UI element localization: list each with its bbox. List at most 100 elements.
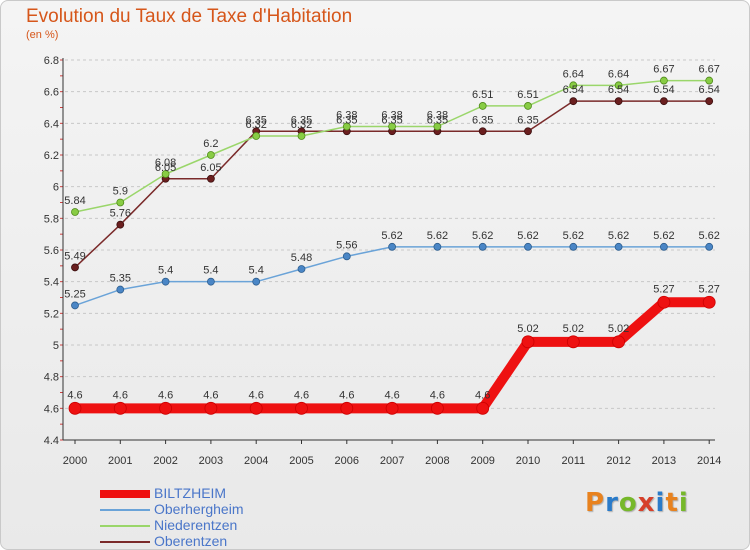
data-label: 4.6 xyxy=(430,389,445,401)
y-tick-label: 5 xyxy=(53,340,59,352)
data-point xyxy=(71,301,79,310)
chart-subtitle: (en %) xyxy=(26,29,59,41)
data-label: 5.4 xyxy=(249,265,264,277)
data-label: 6.32 xyxy=(291,119,312,131)
data-label: 6.38 xyxy=(427,110,448,122)
data-label: 6.2 xyxy=(203,138,218,150)
data-label: 5.62 xyxy=(517,230,538,242)
x-tick-label: 2014 xyxy=(697,455,721,467)
data-point xyxy=(430,401,444,415)
y-tick-label: 6.8 xyxy=(44,55,59,67)
legend-swatch xyxy=(100,541,150,543)
data-point xyxy=(161,170,170,178)
data-label: 4.6 xyxy=(113,389,128,401)
x-tick-label: 2007 xyxy=(380,455,404,467)
logo-letter: o xyxy=(618,488,638,518)
y-tick-label: 5.2 xyxy=(44,308,59,320)
data-point xyxy=(478,127,487,136)
x-tick-label: 2005 xyxy=(289,455,313,467)
x-tick-label: 2009 xyxy=(470,455,494,467)
legend-label: Oberentzen xyxy=(154,533,228,549)
x-tick-label: 2012 xyxy=(606,455,630,467)
data-point xyxy=(705,242,714,251)
data-point xyxy=(388,242,397,251)
data-point xyxy=(702,295,716,309)
series-layer xyxy=(68,76,716,415)
data-point xyxy=(569,81,578,90)
x-tick-label: 2006 xyxy=(335,455,359,467)
data-point xyxy=(660,242,668,251)
data-label: 5.62 xyxy=(381,230,402,242)
data-point xyxy=(342,122,351,131)
data-point xyxy=(524,127,532,136)
data-label: 5.25 xyxy=(64,288,85,300)
y-tick-label: 6 xyxy=(53,182,59,194)
data-label: 5.4 xyxy=(203,265,218,277)
chart-title: Evolution du Taux de Taxe d'Habitation xyxy=(26,6,353,27)
data-label: 5.35 xyxy=(110,273,131,285)
data-labels: 4.6 4.6 4.6 4.6 4.6 4.6 4.6 4.6 4.6 4.6 5.02 5.02 5.… xyxy=(64,64,720,402)
data-point xyxy=(116,220,125,229)
data-label: 6.67 xyxy=(653,64,674,76)
data-label: 6.35 xyxy=(336,114,357,126)
data-label: 5.02 xyxy=(563,323,584,335)
data-point xyxy=(388,122,397,131)
x-tick-label: 2000 xyxy=(63,455,87,467)
logo-letter: i xyxy=(655,488,666,518)
data-label: 5.56 xyxy=(336,239,357,251)
data-point xyxy=(71,208,79,216)
data-point xyxy=(297,265,306,273)
data-label: 4.6 xyxy=(203,389,218,401)
data-label: 4.6 xyxy=(475,389,490,401)
data-label: 6.32 xyxy=(245,119,266,131)
data-label: 6.08 xyxy=(155,157,176,169)
legend-label: Oberhergheim xyxy=(154,501,244,517)
data-label: 5.02 xyxy=(608,323,629,335)
data-point xyxy=(660,97,668,106)
data-label: 6.54 xyxy=(698,84,719,96)
data-label: 6.35 xyxy=(427,114,448,126)
data-point xyxy=(68,401,82,415)
data-label: 6.38 xyxy=(381,110,402,122)
data-label: 5.9 xyxy=(113,186,128,198)
x-tick-label: 2011 xyxy=(561,455,585,467)
y-tick-label: 5.4 xyxy=(44,277,59,289)
data-label: 5.62 xyxy=(472,230,493,242)
data-point xyxy=(342,252,351,261)
data-label: 5.62 xyxy=(563,230,584,242)
legend-label: BILTZHEIM xyxy=(154,485,227,501)
data-label: 4.6 xyxy=(384,389,399,401)
data-label: 5.62 xyxy=(608,230,629,242)
data-label: 5.27 xyxy=(698,283,719,295)
data-point xyxy=(116,285,125,294)
y-tick-label: 5.6 xyxy=(44,245,59,257)
data-point xyxy=(116,198,125,207)
data-label: 5.84 xyxy=(64,195,85,207)
y-tick-label: 4.6 xyxy=(44,403,59,415)
data-label: 5.62 xyxy=(653,230,674,242)
data-point xyxy=(705,76,714,85)
data-label: 5.48 xyxy=(291,252,312,264)
data-label: 6.64 xyxy=(608,68,629,80)
data-point xyxy=(206,277,215,286)
data-point xyxy=(612,335,625,349)
data-label: 5.4 xyxy=(158,265,173,277)
data-point xyxy=(478,242,487,251)
data-point xyxy=(249,401,263,415)
data-point xyxy=(614,97,623,106)
x-tick-label: 2003 xyxy=(199,455,223,467)
logo-letter: r xyxy=(605,488,619,518)
data-point xyxy=(252,277,261,286)
y-tick-label: 6.4 xyxy=(44,118,59,130)
logo-letter: P xyxy=(585,488,606,518)
data-point xyxy=(524,242,532,251)
data-point xyxy=(521,335,535,349)
data-point xyxy=(478,102,487,110)
data-point xyxy=(206,151,215,159)
x-tick-label: 2004 xyxy=(244,455,268,467)
data-point xyxy=(204,401,218,415)
legend-swatch xyxy=(100,525,150,527)
data-label: 6.35 xyxy=(381,114,402,126)
data-point xyxy=(569,242,578,251)
